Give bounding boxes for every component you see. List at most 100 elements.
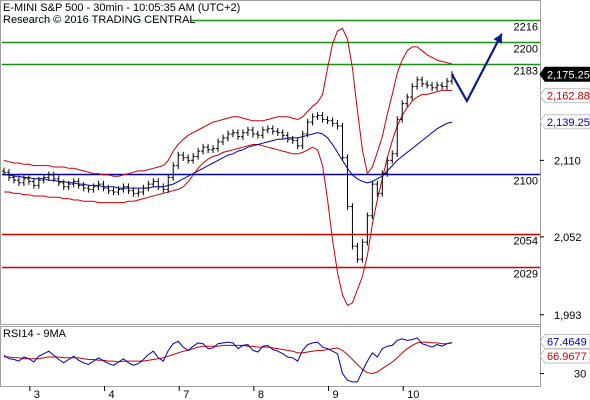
price-bar bbox=[400, 100, 405, 123]
rsi-panel bbox=[0, 326, 541, 387]
price-axis-ticks: 2,110 2,052 1,993 bbox=[540, 155, 582, 322]
price-bar bbox=[355, 242, 360, 263]
price-bar bbox=[230, 129, 235, 138]
price-bar bbox=[440, 81, 445, 90]
price-bar bbox=[211, 145, 216, 154]
price-bar bbox=[290, 135, 295, 144]
price-bar bbox=[340, 122, 345, 162]
price-bar bbox=[176, 151, 181, 169]
x-axis-ticks: 3 4 7 8 9 10 bbox=[29, 386, 419, 400]
price-bar bbox=[186, 154, 191, 164]
price-bar bbox=[76, 178, 81, 189]
chart-header-title: E-MINI S&P 500 - 30min - 10:05:35 AM (UT… bbox=[3, 2, 240, 14]
price-panel bbox=[0, 0, 541, 325]
price-bar bbox=[435, 81, 440, 92]
price-bar bbox=[320, 112, 325, 123]
price-tag-0: 2,175.25 bbox=[539, 66, 590, 82]
price-bar bbox=[46, 171, 51, 181]
price-bar bbox=[216, 138, 221, 152]
price-bar bbox=[111, 187, 116, 196]
level-label-2183: 2183 bbox=[514, 66, 538, 78]
price-bar bbox=[275, 128, 280, 136]
price-bar bbox=[250, 126, 255, 138]
price-bar bbox=[430, 81, 435, 92]
price-tags: 2,175.25 2,162.88 2,139.25 67.4649 66.9677 bbox=[539, 66, 590, 364]
price-bar bbox=[235, 129, 240, 140]
x-tick-label: 7 bbox=[183, 389, 189, 400]
price-bar bbox=[315, 112, 320, 121]
x-tick-label: 4 bbox=[109, 389, 115, 400]
price-bar bbox=[265, 125, 270, 134]
projection-arrowhead bbox=[493, 33, 503, 44]
level-label-2200: 2200 bbox=[514, 44, 538, 56]
price-bar bbox=[285, 131, 290, 143]
price-bar bbox=[181, 151, 186, 162]
price-tick-label: 1,993 bbox=[554, 310, 582, 322]
price-bar bbox=[16, 176, 21, 187]
x-tick-label: 3 bbox=[34, 389, 40, 400]
price-bar bbox=[166, 174, 171, 193]
price-bar bbox=[11, 174, 16, 184]
price-bar bbox=[91, 183, 96, 193]
price-bar bbox=[365, 212, 370, 246]
rsi-tag-1: 66.9677 bbox=[539, 348, 590, 364]
bollinger-upper-line bbox=[3, 27, 453, 177]
price-bar bbox=[410, 83, 415, 101]
price-bar bbox=[201, 143, 206, 155]
price-bar bbox=[226, 130, 230, 142]
rsi-ma-line bbox=[4, 341, 453, 375]
price-bar bbox=[345, 154, 350, 210]
price-bar bbox=[300, 130, 305, 150]
price-bar bbox=[206, 143, 211, 154]
price-bar bbox=[26, 175, 31, 185]
price-bar bbox=[66, 180, 71, 191]
price-bar bbox=[260, 126, 265, 139]
price-bar bbox=[126, 183, 131, 195]
rsi-line bbox=[3, 337, 453, 383]
price-bar bbox=[171, 162, 176, 181]
price-tag-2-text: 2,139.25 bbox=[547, 117, 590, 129]
price-bar bbox=[395, 116, 400, 158]
price-bar bbox=[51, 171, 56, 183]
price-bar bbox=[445, 77, 450, 90]
price-tick-label: 2,052 bbox=[554, 232, 582, 244]
x-tick-label: 10 bbox=[407, 389, 419, 400]
price-bar bbox=[6, 168, 11, 181]
price-bar bbox=[36, 176, 41, 189]
price-bar bbox=[116, 186, 121, 196]
price-tag-1-text: 2,162.88 bbox=[547, 91, 590, 103]
x-tick-label: 8 bbox=[258, 389, 264, 400]
price-bar bbox=[156, 178, 161, 191]
price-bar bbox=[270, 125, 275, 135]
price-bar bbox=[31, 178, 36, 189]
price-bar bbox=[96, 180, 101, 191]
price-bar bbox=[310, 113, 315, 126]
price-tick-label: 2,110 bbox=[554, 155, 581, 167]
projection-arrow bbox=[451, 33, 503, 104]
price-bar bbox=[121, 183, 126, 193]
price-bar bbox=[56, 175, 61, 187]
price-bar bbox=[380, 170, 385, 197]
rsi-tag-0-text: 67.4649 bbox=[547, 337, 587, 349]
level-label-2100: 2100 bbox=[514, 176, 538, 188]
price-bar bbox=[280, 129, 285, 139]
price-bar bbox=[325, 116, 330, 125]
price-bar bbox=[131, 187, 136, 197]
price-bar bbox=[141, 184, 146, 196]
price-bar bbox=[161, 183, 166, 193]
level-label-2054: 2054 bbox=[514, 236, 538, 248]
price-bar bbox=[240, 129, 245, 140]
price-bar bbox=[245, 126, 250, 136]
x-tick-label: 9 bbox=[333, 389, 339, 400]
price-bar bbox=[415, 76, 420, 90]
price-bar bbox=[375, 180, 380, 197]
price-tag-2: 2,139.25 bbox=[539, 114, 590, 130]
price-bar bbox=[106, 184, 111, 195]
projection-path bbox=[451, 33, 503, 104]
price-bar bbox=[420, 76, 425, 88]
price-bar bbox=[221, 134, 226, 146]
price-bar bbox=[146, 180, 151, 192]
rsi-panel-title: RSI14 - 9MA bbox=[3, 328, 67, 340]
price-bars bbox=[2, 71, 454, 263]
rsi-tag-0: 67.4649 bbox=[539, 334, 590, 350]
